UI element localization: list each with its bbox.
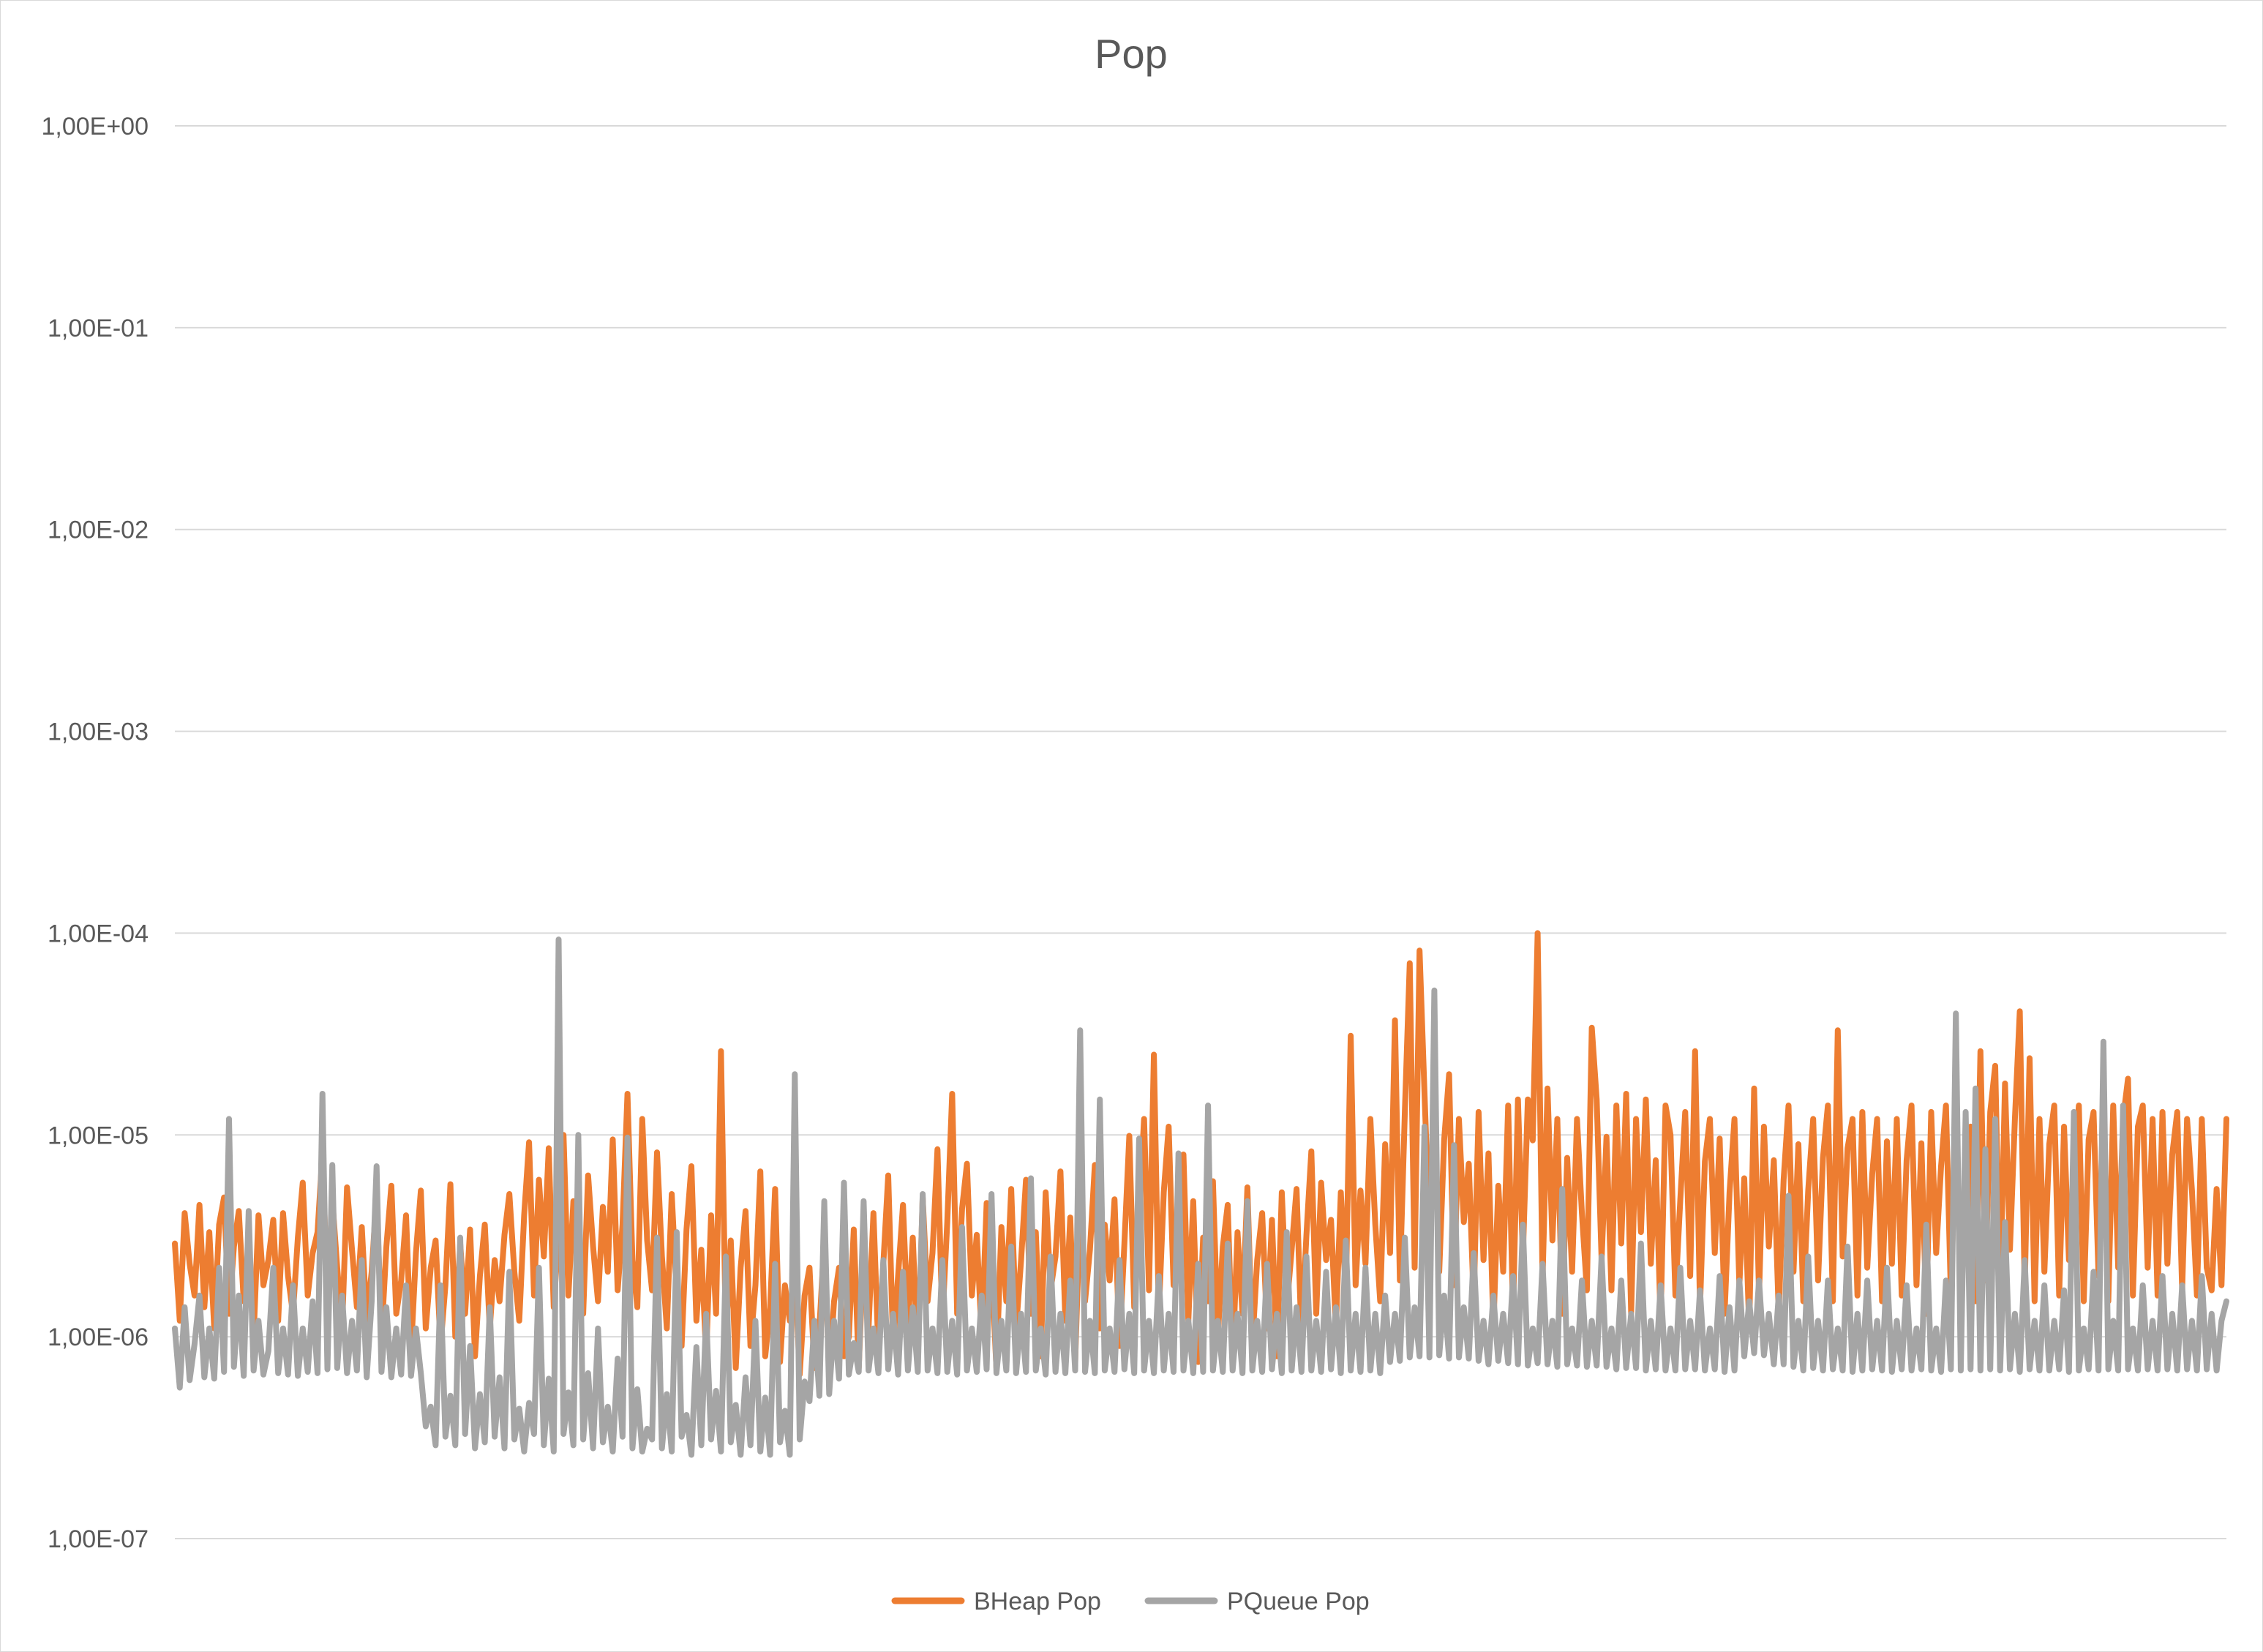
chart-title: Pop: [1095, 31, 1168, 77]
y-tick-label: 1,00E-05: [48, 1122, 149, 1149]
legend-label-pqueue: PQueue Pop: [1227, 1588, 1370, 1615]
y-tick-label: 1,00E-07: [48, 1525, 149, 1553]
y-tick-label: 1,00E-03: [48, 718, 149, 746]
y-tick-label: 1,00E-02: [48, 517, 149, 544]
legend: BHeap Pop PQueue Pop: [891, 1588, 1370, 1615]
y-tick-label: 1,00E-04: [48, 920, 149, 947]
series-line-pqueue-pop: [172, 936, 2229, 1458]
y-axis-tick-labels: 1,00E+00 1,00E-01 1,00E-02 1,00E-03 1,00E-04…: [41, 113, 149, 1553]
y-tick-label: 1,00E+00: [41, 113, 149, 140]
legend-label-bheap: BHeap Pop: [974, 1588, 1101, 1615]
plot-area: [172, 930, 2229, 1458]
y-tick-label: 1,00E-01: [48, 315, 149, 342]
gridlines: [175, 125, 2226, 1539]
y-tick-label: 1,00E-06: [48, 1324, 149, 1351]
